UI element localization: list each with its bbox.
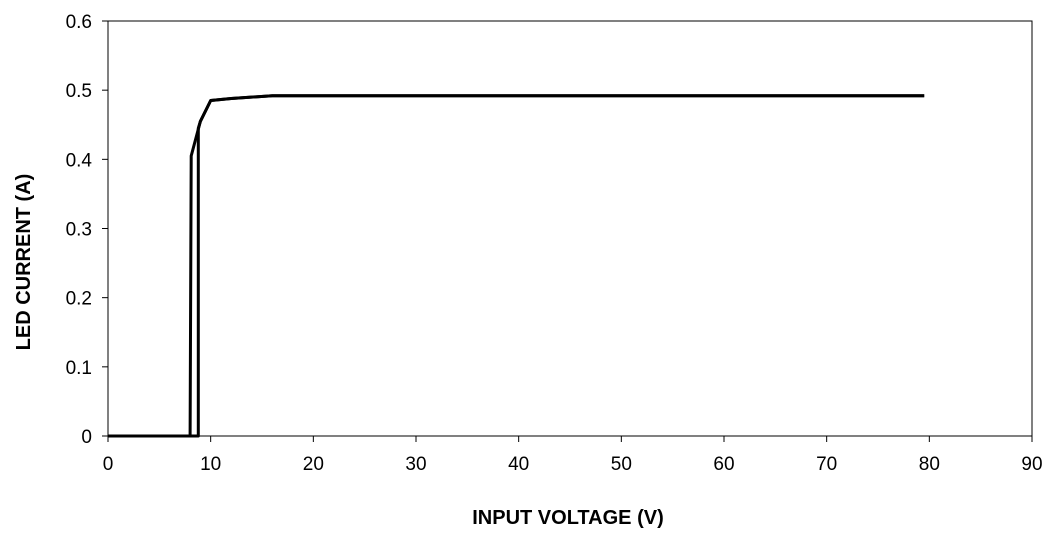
x-tick-label: 30 <box>405 454 426 475</box>
ticks: 0 10 20 30 40 50 60 70 80 90 0 0.1 0.2 0.3 0.4 0.5 0.6 <box>66 12 1043 475</box>
x-tick-label: 50 <box>611 454 632 475</box>
y-axis-title: LED CURRENT (A) <box>13 174 35 351</box>
series <box>108 94 925 438</box>
series-line-falling <box>108 94 925 438</box>
x-tick-label: 40 <box>508 454 529 475</box>
series-line-rising <box>108 94 925 438</box>
y-tick-label: 0.5 <box>66 81 92 102</box>
y-tick-label: 0 <box>81 427 92 448</box>
x-tick-label: 70 <box>816 454 837 475</box>
x-tick-label: 10 <box>200 454 221 475</box>
plot-frame <box>107 20 1033 437</box>
x-tick-label: 20 <box>303 454 324 475</box>
y-tick-label: 0.3 <box>66 220 92 241</box>
axes <box>107 20 1033 437</box>
x-tick-label: 80 <box>919 454 940 475</box>
y-tick-label: 0.2 <box>66 289 92 310</box>
x-tick-label: 0 <box>103 454 114 475</box>
y-tick-label: 0.1 <box>66 358 92 379</box>
x-tick-label: 90 <box>1021 454 1042 475</box>
y-tick-label: 0.6 <box>66 12 92 33</box>
y-tick-label: 0.4 <box>66 150 93 171</box>
x-axis-title: INPUT VOLTAGE (V) <box>472 507 663 529</box>
x-tick-label: 60 <box>713 454 734 475</box>
